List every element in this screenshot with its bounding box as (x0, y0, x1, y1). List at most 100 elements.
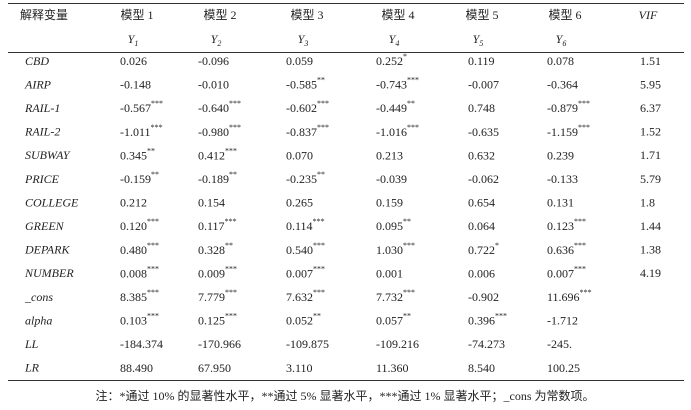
footnote: 注：*通过 10% 的显著性水平，**通过 5% 显著水平，***通过 1% 显… (96, 388, 595, 403)
significance: ** (403, 311, 411, 320)
coefficient-value: -0.364 (547, 77, 578, 91)
coefficient-value: 0.396 (468, 313, 495, 327)
significance: ** (403, 217, 411, 226)
coefficient: 0.412*** (198, 146, 237, 162)
dependent-base: Y (473, 32, 481, 46)
coefficient: -0.902 (468, 290, 499, 304)
coefficient-value: 100.25 (547, 361, 580, 375)
coefficient-value: 0.213 (376, 148, 403, 162)
significance: *** (578, 123, 590, 132)
coefficient-value: 0.008 (120, 266, 147, 280)
dependent-variable: Y1 (128, 32, 139, 48)
coefficient: 0.123*** (547, 217, 586, 233)
coefficient: 0.213 (376, 148, 403, 162)
significance: *** (580, 288, 592, 297)
coefficient-value: 8.385 (120, 290, 147, 304)
coefficient: 0.064 (468, 219, 495, 233)
coefficient: 0.078 (547, 54, 574, 68)
row-label: RAIL-1 (24, 101, 60, 115)
dependent-base: Y (211, 32, 219, 46)
coefficient-value: 0.328 (198, 243, 225, 257)
vif-value: 1.71 (640, 148, 661, 162)
coefficient-value: 0.159 (376, 195, 403, 209)
row-label: LR (24, 361, 40, 375)
coefficient: 0.345** (120, 146, 155, 162)
coefficient: 0.125*** (198, 311, 237, 327)
coefficient-value: -0.640 (198, 101, 229, 115)
row-label: DEPARK (24, 243, 70, 257)
coefficient: -1.016*** (376, 123, 419, 139)
coefficient-value: -1.016 (376, 125, 407, 139)
coefficient: 100.25 (547, 361, 580, 375)
row-label: COLLEGE (25, 195, 79, 209)
column-header: 模型 5 (465, 8, 498, 22)
dependent-subscript: 3 (303, 39, 308, 48)
coefficient: 0.007*** (286, 264, 325, 280)
coefficient-value: 0.103 (120, 313, 147, 327)
significance: *** (403, 288, 415, 297)
coefficient-value: -0.148 (120, 77, 151, 91)
coefficient-value: 0.007 (286, 266, 313, 280)
row-label: CBD (25, 54, 49, 68)
significance: *** (147, 241, 159, 250)
coefficient: -0.007 (468, 77, 499, 91)
dependent-base: Y (298, 32, 306, 46)
coefficient: 0.001 (376, 266, 403, 280)
coefficient: 0.328** (198, 241, 233, 257)
coefficient: 0.070 (286, 148, 313, 162)
coefficient-value: 0.064 (468, 219, 495, 233)
coefficient: 3.110 (286, 361, 313, 375)
coefficient-value: 7.779 (198, 290, 225, 304)
coefficient: -0.743*** (376, 75, 419, 91)
coefficient-value: -0.449 (376, 101, 407, 115)
column-header: VIF (639, 8, 658, 22)
significance: *** (225, 311, 237, 320)
row-label: AIRP (24, 77, 52, 91)
coefficient-value: 7.632 (286, 290, 313, 304)
coefficient-value: -0.635 (468, 125, 499, 139)
significance: *** (147, 288, 159, 297)
significance: *** (574, 264, 586, 273)
coefficient-value: -0.980 (198, 125, 229, 139)
row-label: _cons (24, 290, 53, 304)
coefficient-value: -0.062 (468, 172, 499, 186)
significance: ** (317, 170, 325, 179)
coefficient-value: -1.011 (120, 125, 151, 139)
coefficient: -1.159*** (547, 123, 590, 139)
vif-value: 5.79 (640, 172, 661, 186)
coefficient-value: 0.654 (468, 195, 495, 209)
coefficient: -109.216 (376, 337, 419, 351)
coefficient: 8.540 (468, 361, 495, 375)
coefficient: -170.966 (198, 337, 241, 351)
column-header: 模型 4 (381, 8, 414, 22)
significance: ** (151, 170, 159, 179)
significance: *** (225, 217, 237, 226)
significance: *** (495, 311, 507, 320)
vif-value: 1.52 (640, 125, 661, 139)
significance: *** (147, 217, 159, 226)
coefficient-value: -109.216 (376, 337, 419, 351)
coefficient-value: 0.265 (286, 195, 313, 209)
coefficient-value: 7.732 (376, 290, 403, 304)
significance: *** (317, 123, 329, 132)
coefficient: -0.062 (468, 172, 499, 186)
significance: *** (578, 99, 590, 108)
coefficient-value: -0.039 (376, 172, 407, 186)
coefficient-value: 0.006 (468, 266, 495, 280)
coefficient-value: 11.360 (376, 361, 409, 375)
coefficient-value: 0.123 (547, 219, 574, 233)
coefficient: -0.567*** (120, 99, 163, 115)
coefficient: -0.585** (286, 75, 325, 91)
coefficient: 0.059 (286, 54, 313, 68)
significance: *** (317, 99, 329, 108)
coefficient-value: 67.950 (198, 361, 231, 375)
significance: * (495, 241, 499, 250)
coefficient: 0.117*** (198, 217, 237, 233)
column-header: 模型 2 (203, 8, 236, 22)
coefficient-value: -0.585 (286, 77, 317, 91)
coefficient: 0.265 (286, 195, 313, 209)
coefficient-value: 0.154 (198, 195, 225, 209)
coefficient: 0.748 (468, 101, 495, 115)
column-header: 模型 1 (120, 8, 153, 22)
